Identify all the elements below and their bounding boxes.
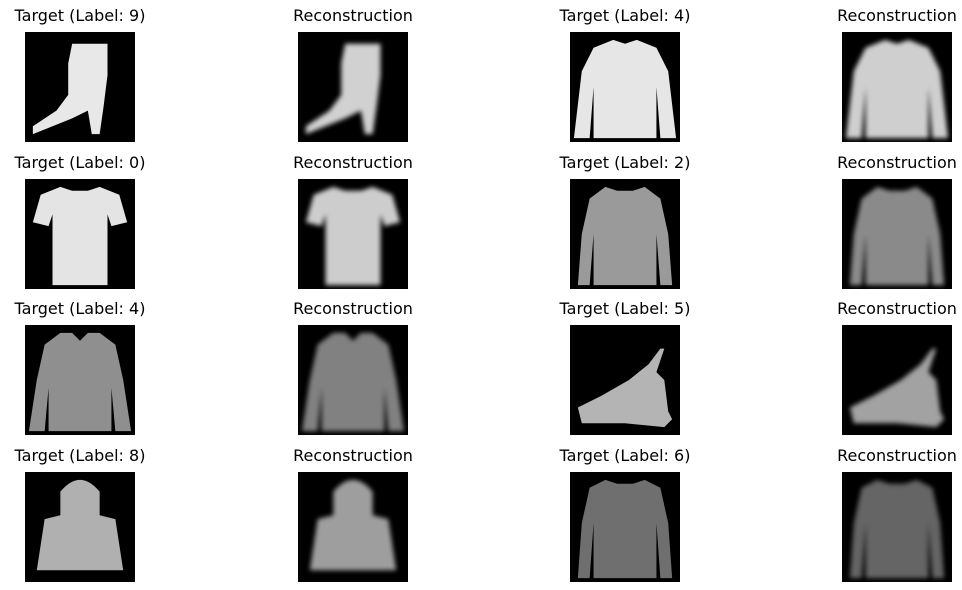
- ankle-boot-reconstruction-image: [298, 32, 408, 142]
- panel-title: Reconstruction: [293, 6, 413, 25]
- panel-title: Reconstruction: [837, 299, 957, 318]
- sandal-reconstruction-image: [842, 325, 952, 435]
- panel-title: Reconstruction: [293, 153, 413, 172]
- jacket-target-image: [25, 325, 135, 435]
- panel-title: Target (Label: 4): [559, 6, 691, 25]
- pullover-reconstruction-image: [842, 179, 952, 289]
- ankle-boot-target-image: [25, 32, 135, 142]
- tshirt-reconstruction-image: [298, 179, 408, 289]
- sandal-target-image: [570, 325, 680, 435]
- bag-target-image: [25, 472, 135, 582]
- shirt-reconstruction-image: [842, 472, 952, 582]
- panel-title: Reconstruction: [837, 446, 957, 465]
- panel-title: Target (Label: 4): [14, 299, 146, 318]
- pullover-target-image: [570, 179, 680, 289]
- panel-title: Target (Label: 0): [14, 153, 146, 172]
- jacket-reconstruction-image: [298, 325, 408, 435]
- panel-title: Target (Label: 2): [559, 153, 691, 172]
- panel-title: Reconstruction: [293, 446, 413, 465]
- tshirt-target-image: [25, 179, 135, 289]
- bag-reconstruction-image: [298, 472, 408, 582]
- coat-reconstruction-image: [842, 32, 952, 142]
- coat-target-image: [570, 32, 680, 142]
- panel-title: Reconstruction: [293, 299, 413, 318]
- panel-title: Target (Label: 5): [559, 299, 691, 318]
- panel-title: Target (Label: 9): [14, 6, 146, 25]
- panel-title: Target (Label: 6): [559, 446, 691, 465]
- panel-title: Reconstruction: [837, 153, 957, 172]
- panel-title: Reconstruction: [837, 6, 957, 25]
- panel-title: Target (Label: 8): [14, 446, 146, 465]
- shirt-target-image: [570, 472, 680, 582]
